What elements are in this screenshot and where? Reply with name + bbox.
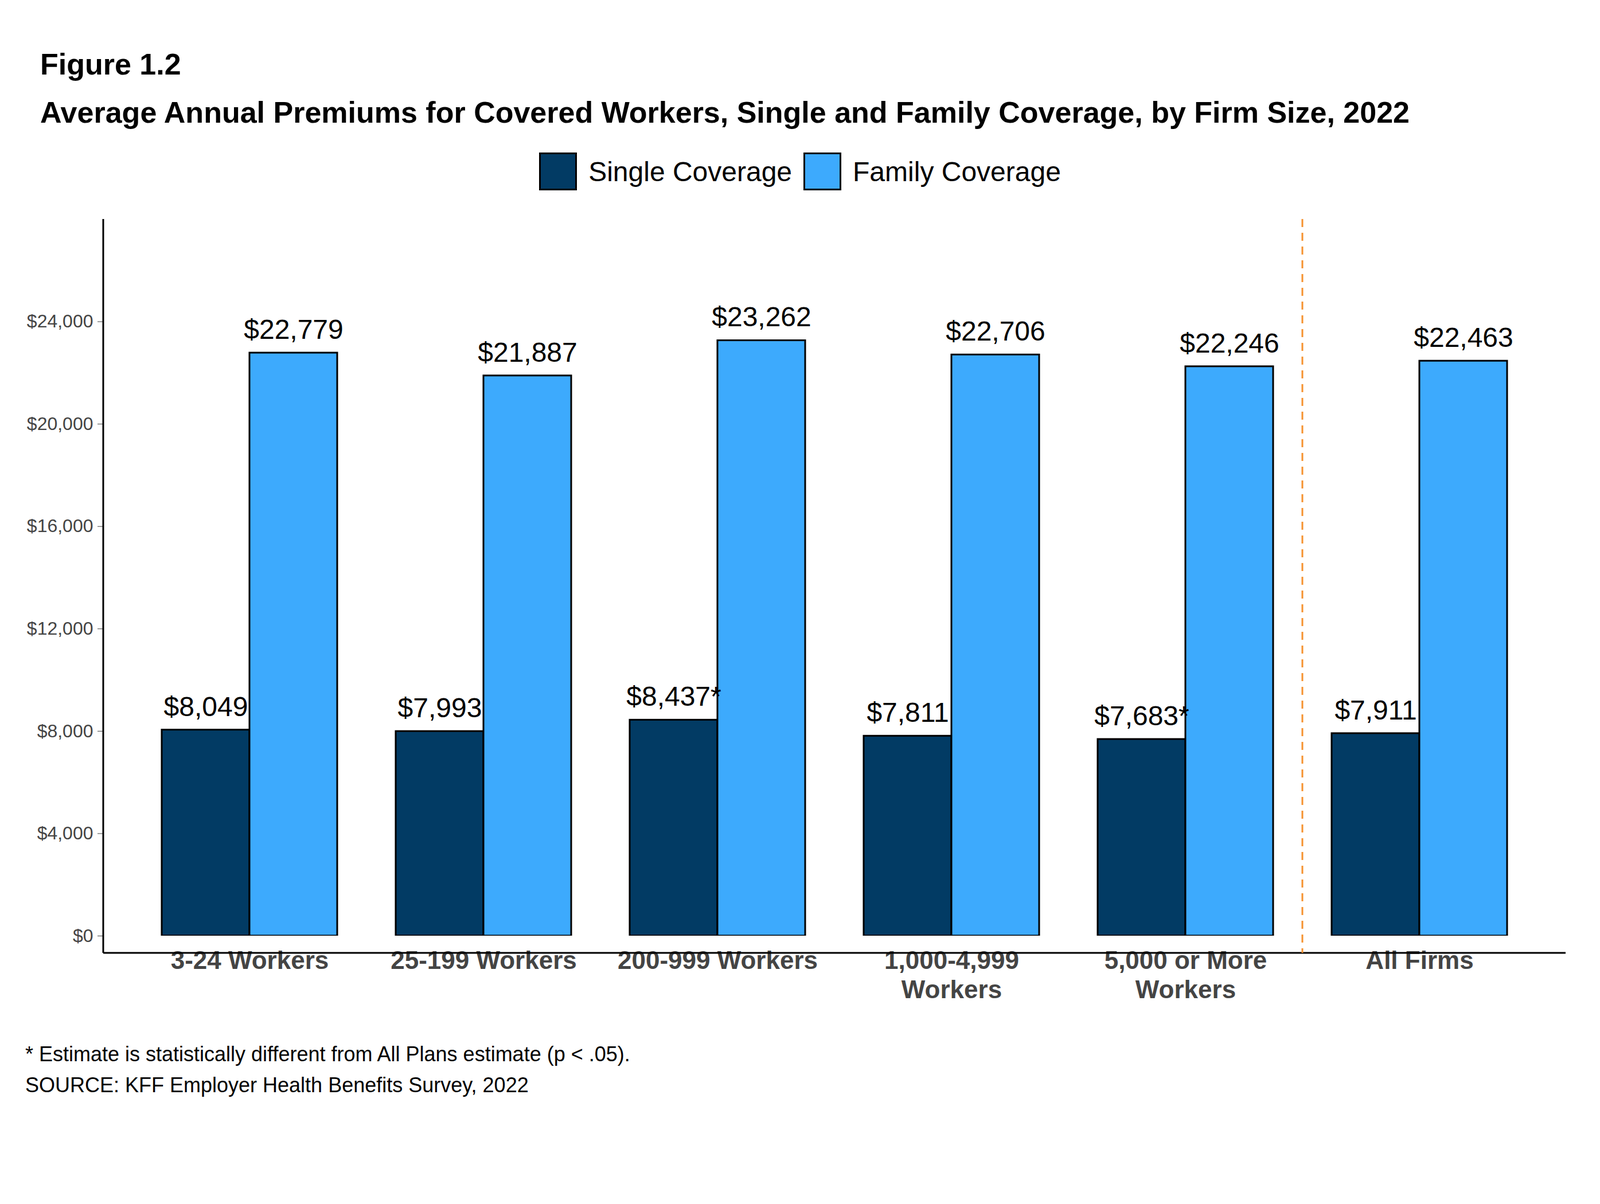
svg-text:$16,000: $16,000: [26, 515, 94, 537]
svg-text:$7,993: $7,993: [397, 692, 483, 724]
svg-text:25-199 Workers: 25-199 Workers: [390, 946, 577, 975]
html-text:Figure 1.2: Figure 1.2: [40, 47, 181, 81]
svg-text:$21,887: $21,887: [477, 337, 578, 368]
svg-text:$0: $0: [72, 925, 94, 947]
svg-text:200-999 Workers: 200-999 Workers: [617, 946, 818, 975]
svg-text:$7,683*: $7,683*: [1094, 700, 1190, 732]
svg-text:$7,811: $7,811: [866, 697, 949, 728]
svg-text:$24,000: $24,000: [26, 310, 94, 332]
svg-text:$4,000: $4,000: [37, 822, 94, 844]
svg-text:$22,463: $22,463: [1413, 322, 1514, 353]
svg-text:$22,706: $22,706: [945, 315, 1046, 347]
svg-text:$7,911: $7,911: [1334, 695, 1417, 726]
svg-text:$22,246: $22,246: [1179, 328, 1280, 359]
svg-text:3-24 Workers: 3-24 Workers: [170, 946, 330, 975]
svg-text:$8,000: $8,000: [37, 720, 94, 742]
html-text:SOURCE: KFF Employer Health Be: SOURCE: KFF Employer Health Benefits Sur…: [25, 1073, 529, 1098]
svg-text:All Firms: All Firms: [1365, 946, 1474, 975]
svg-text:$22,779: $22,779: [243, 314, 344, 345]
svg-text:$12,000: $12,000: [26, 618, 94, 639]
svg-text:$20,000: $20,000: [26, 413, 94, 435]
svg-text:$8,049: $8,049: [164, 691, 249, 723]
svg-text:$23,262: $23,262: [711, 301, 812, 333]
html-text:* Estimate is statistically di: * Estimate is statistically different fr…: [25, 1042, 631, 1067]
html-text:Single Coverage: Single Coverage: [588, 156, 792, 187]
svg-text:$8,437*: $8,437*: [626, 681, 722, 712]
svg-text:1,000-4,999Workers: 1,000-4,999Workers: [884, 946, 1020, 1004]
svg-text:5,000 or MoreWorkers: 5,000 or MoreWorkers: [1104, 946, 1268, 1004]
html-text:Average Annual Premiums for Co: Average Annual Premiums for Covered Work…: [40, 95, 1410, 130]
html-text:Family Coverage: Family Coverage: [852, 156, 1061, 187]
